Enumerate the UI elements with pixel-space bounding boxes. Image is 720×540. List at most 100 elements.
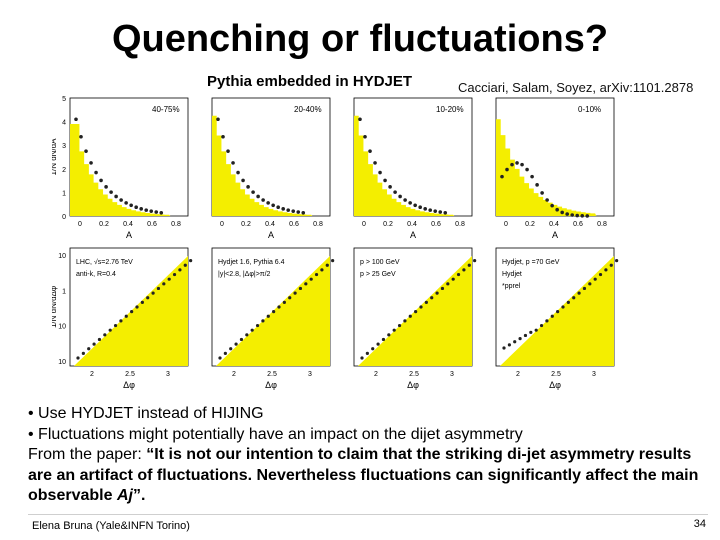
top-marker (149, 209, 154, 213)
bottom-marker (314, 272, 319, 277)
top-xtick: 0.4 (265, 221, 275, 228)
bottom-xtick: 3 (308, 371, 312, 378)
bottom-marker (507, 343, 511, 347)
top-hist-fill (496, 119, 597, 216)
top-marker (74, 117, 78, 122)
top-marker (226, 149, 230, 153)
top-marker (403, 198, 407, 202)
top-ytick: 4 (62, 120, 66, 127)
bottom-marker (277, 305, 281, 309)
bottom-marker (365, 351, 369, 355)
bottom-marker (130, 310, 134, 314)
top-marker (585, 214, 590, 218)
top-marker (550, 203, 554, 208)
bottom-marker (288, 296, 292, 300)
top-marker (438, 210, 443, 214)
top-ytick: 3 (62, 143, 66, 150)
bottom-marker (424, 300, 428, 304)
top-xtick: 0.6 (431, 221, 441, 228)
top-xtick: 0.6 (289, 221, 299, 228)
top-marker (408, 201, 412, 205)
bottom-marker (272, 310, 276, 314)
top-marker (540, 191, 544, 195)
bottom-xlabel: Δφ (407, 380, 419, 390)
top-hist-fill (354, 115, 455, 216)
bottom-marker (331, 259, 335, 263)
panel-annotation: Hydjet (502, 271, 522, 278)
top-marker (505, 167, 509, 172)
top-marker (154, 210, 159, 214)
bottom-marker (435, 291, 439, 295)
bottom-marker (92, 342, 96, 346)
bottom-marker (320, 268, 324, 272)
top-xtick: 0 (220, 221, 224, 228)
top-marker (256, 194, 260, 199)
bottom-marker (588, 282, 592, 286)
top-marker (570, 213, 575, 217)
top-marker (398, 194, 402, 199)
top-marker (271, 203, 275, 208)
bottom-marker (376, 342, 380, 346)
top-marker (109, 190, 113, 194)
top-marker (119, 198, 123, 202)
top-panel-label: 0-10% (578, 105, 601, 114)
top-marker (94, 170, 98, 175)
bottom-ytick: 10 (58, 253, 66, 260)
bottom-marker (518, 336, 522, 341)
top-xlabel: A (410, 230, 416, 240)
bottom-marker (360, 356, 364, 360)
bottom-marker (183, 263, 187, 267)
bottom-marker (609, 263, 613, 267)
top-marker (144, 208, 149, 212)
top-marker (433, 209, 438, 213)
panel-annotation: anti-k, R=0.4 (76, 271, 116, 278)
bottom-xlabel: Δφ (123, 380, 135, 390)
top-marker (520, 162, 524, 167)
bottom-marker (397, 323, 402, 328)
quote-text: “It is not our intention to claim that t… (28, 446, 699, 504)
bottom-marker (408, 314, 412, 318)
top-marker (241, 178, 245, 183)
bottom-ytick: 10 (58, 359, 66, 366)
bottom-xtick: 2 (232, 371, 236, 378)
panel-annotation: LHC, √s=2.76 TeV (76, 258, 133, 266)
top-panel-label: 10-20% (436, 105, 464, 114)
bottom-xtick: 2.5 (409, 371, 419, 378)
slide-title: Quenching or fluctuations? (111, 18, 609, 60)
bottom-ylabel: 1/N dN/dΔφ (52, 286, 58, 328)
bottom-marker (76, 356, 80, 360)
bottom-marker (135, 305, 139, 309)
bottom-marker (534, 328, 538, 332)
bullet-1: • Use HYDJET instead of HIJING (28, 405, 264, 422)
bottom-marker (325, 263, 329, 267)
bottom-marker (245, 333, 249, 337)
top-marker (236, 170, 240, 175)
bottom-marker (467, 263, 471, 267)
top-marker (545, 198, 549, 202)
top-marker (383, 178, 387, 183)
quote-end: ”. (132, 487, 146, 504)
bottom-marker (178, 268, 182, 272)
bottom-marker (473, 259, 477, 263)
top-marker (413, 203, 417, 208)
bottom-marker (561, 305, 565, 309)
top-marker (266, 201, 270, 205)
bottom-marker (529, 330, 533, 334)
bottom-marker (615, 259, 619, 263)
bottom-xlabel: Δφ (549, 380, 561, 390)
bottom-marker (566, 300, 570, 304)
bottom-marker (513, 340, 517, 344)
top-marker (388, 185, 392, 189)
bottom-marker (462, 268, 466, 272)
top-xtick: 0.6 (147, 221, 157, 228)
bottom-marker (456, 272, 461, 277)
bottom-xtick: 2 (90, 371, 94, 378)
top-marker (139, 207, 143, 211)
bottom-marker (261, 319, 265, 323)
top-marker (535, 183, 539, 187)
top-xtick: 0.8 (171, 221, 181, 228)
figure-title: Pythia embedded in HYDJET (207, 73, 412, 90)
top-marker (580, 214, 585, 218)
bottom-marker (381, 337, 386, 342)
bottom-marker (577, 291, 581, 295)
